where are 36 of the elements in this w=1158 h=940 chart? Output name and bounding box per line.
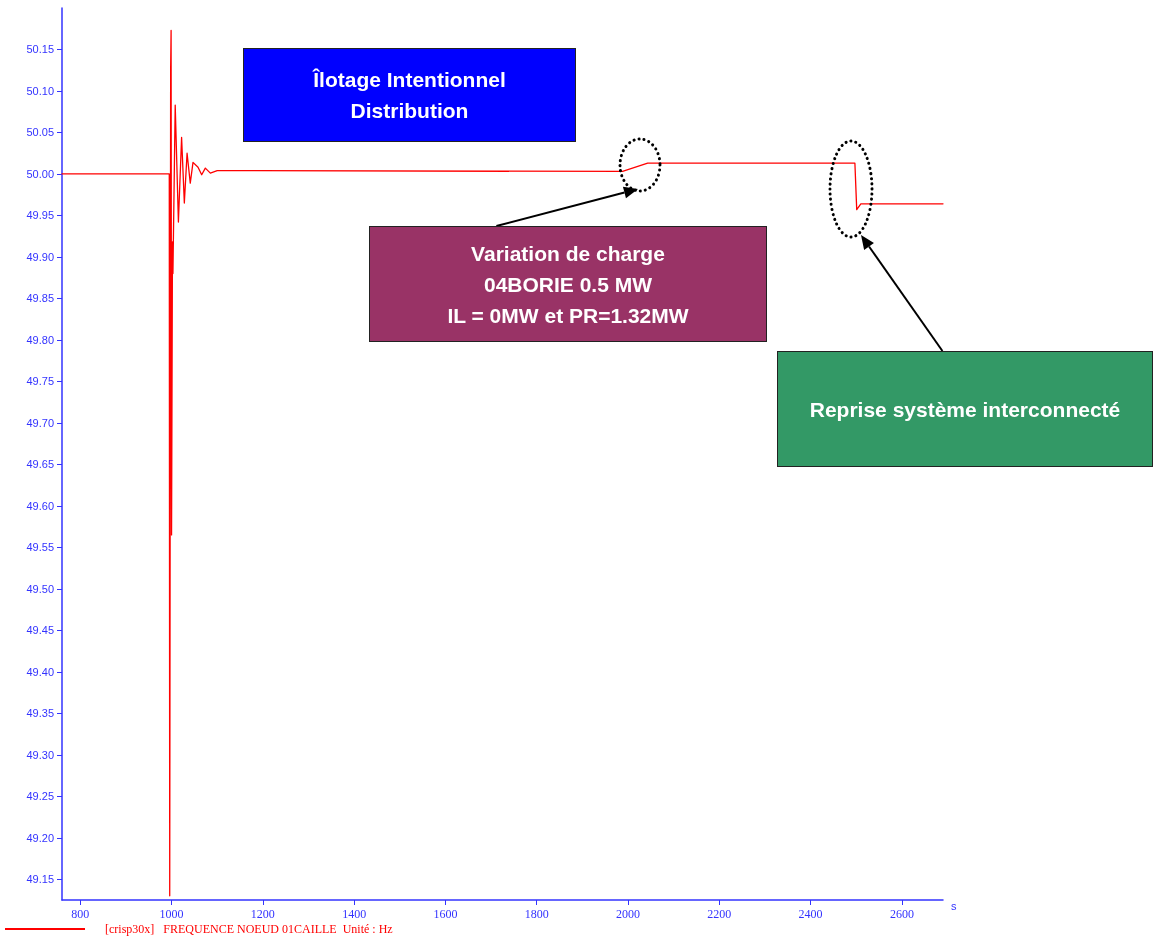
y-tick-label: 50.15	[26, 43, 54, 56]
x-tick-label: 2200	[707, 907, 732, 921]
y-tick-label: 49.55	[26, 541, 54, 554]
y-tick-label: 49.20	[26, 831, 54, 844]
y-tick-label: 49.45	[26, 624, 54, 637]
x-tick-label: 2400	[798, 907, 823, 921]
x-tick-label: 1200	[250, 907, 275, 921]
x-tick-label: 2000	[616, 907, 641, 921]
y-tick-label: 49.65	[26, 458, 54, 471]
y-tick-label: 49.60	[26, 499, 54, 512]
text: [crisp30x] FREQUENCE NOEUD 01CAILLE Unité : Hz	[105, 922, 393, 936]
y-tick-label: 49.35	[26, 707, 54, 720]
y-tick-label: 49.80	[26, 333, 54, 346]
text-box: Reprise système interconnecté	[777, 351, 1153, 467]
y-tick-label: 49.30	[26, 748, 54, 761]
x-axis-title: s	[951, 899, 957, 912]
y-tick-label: 50.00	[26, 167, 54, 180]
y-tick-label: 49.15	[26, 873, 54, 886]
y-tick-label: 49.70	[26, 416, 54, 429]
y-tick-label: 49.90	[26, 250, 54, 263]
y-tick-label: 49.50	[26, 582, 54, 595]
x-tick-label: 1600	[433, 907, 458, 921]
y-tick-label: 49.25	[26, 790, 54, 803]
x-tick-label: 1000	[159, 907, 184, 921]
y-tick-label: 50.05	[26, 126, 54, 139]
x-tick-label: 2600	[889, 907, 914, 921]
text-box: Îlotage Intentionnel Distribution	[243, 48, 576, 142]
x-tick-label: 1400	[342, 907, 367, 921]
y-tick-label: 49.85	[26, 292, 54, 305]
y-tick-label: 49.75	[26, 375, 54, 388]
x-tick-label: 800	[71, 907, 90, 921]
y-tick-label: 49.40	[26, 665, 54, 678]
text-box: Variation de charge 04BORIE 0.5 MW IL = 0MW et PR=1.32MW	[369, 226, 767, 342]
x-tick-label: 1800	[524, 907, 549, 921]
y-tick-label: 50.10	[26, 84, 54, 97]
y-tick-label: 49.95	[26, 209, 54, 222]
